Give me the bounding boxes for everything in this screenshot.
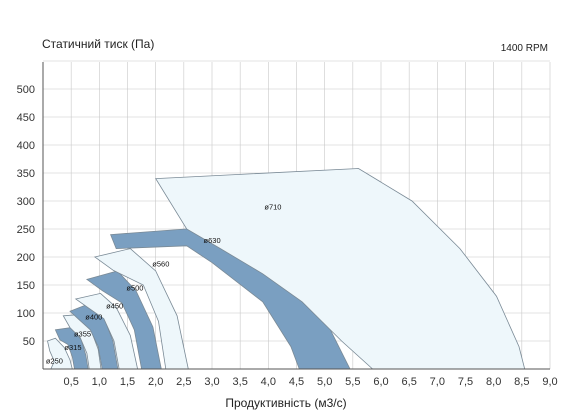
x-tick-label: 6,0 (373, 376, 388, 388)
curve-label-315: ø315 (64, 343, 81, 352)
rpm-annotation: 1400 RPM (500, 43, 548, 54)
x-tick-label: 9,0 (542, 376, 557, 388)
x-tick-label: 2,0 (148, 376, 163, 388)
x-tick-label: 8,0 (486, 376, 501, 388)
curve-label-355: ø355 (74, 330, 91, 339)
x-tick-label: 0,5 (64, 376, 79, 388)
x-axis-title: Продуктивність (м3/с) (225, 396, 347, 410)
x-tick-label: 7,5 (458, 376, 473, 388)
curve-label-710: ø710 (264, 202, 281, 211)
y-tick-label: 150 (17, 280, 35, 292)
curve-label-250: ø250 (46, 356, 63, 365)
x-tick-label: 6,5 (402, 376, 417, 388)
x-tick-label: 5,5 (345, 376, 360, 388)
y-tick-label: 500 (17, 84, 35, 96)
y-tick-label: 450 (17, 112, 35, 124)
y-tick-label: 100 (17, 308, 35, 320)
curve-label-630: ø630 (204, 236, 221, 245)
x-tick-label: 1,0 (92, 376, 107, 388)
y-tick-label: 50 (23, 336, 35, 348)
curve-area-710 (155, 168, 526, 370)
x-tick-label: 3,0 (204, 376, 219, 388)
x-tick-label: 1,5 (120, 376, 135, 388)
curve-label-450: ø450 (106, 302, 123, 311)
curve-label-560: ø560 (152, 260, 169, 269)
x-tick-label: 2,5 (176, 376, 191, 388)
curve-areas (47, 168, 526, 370)
y-tick-label: 400 (17, 140, 35, 152)
x-tick-label: 8,5 (514, 376, 529, 388)
x-tick-label: 3,5 (233, 376, 248, 388)
curve-label-500: ø500 (126, 284, 143, 293)
axes (42, 62, 550, 370)
x-tick-label: 5,0 (317, 376, 332, 388)
curve-label-400: ø400 (85, 313, 102, 322)
y-tick-label: 200 (17, 252, 35, 264)
x-tick-label: 4,0 (261, 376, 276, 388)
y-tick-label: 350 (17, 168, 35, 180)
tick-labels: 0,5 1,0 1,5 2,0 2,5 3,0 3,5 4,0 4,5 5,0 5,5 6,0 6,5 7… (17, 84, 558, 388)
y-tick-label: 300 (17, 196, 35, 208)
x-tick-label: 4,5 (289, 376, 304, 388)
x-tick-label: 7,0 (430, 376, 445, 388)
y-tick-label: 250 (17, 224, 35, 236)
y-axis-title: Статичний тиск (Па) (42, 37, 155, 51)
